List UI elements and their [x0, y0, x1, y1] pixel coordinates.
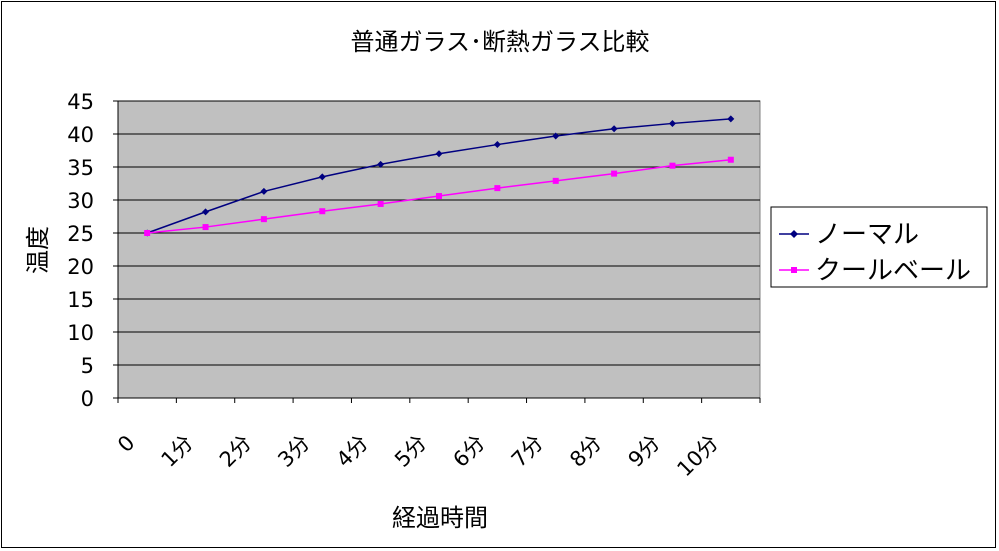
x-tick-label: 2分: [215, 431, 256, 472]
y-tick-label: 15: [67, 288, 94, 312]
y-tick-label: 0: [81, 387, 94, 411]
data-point: [668, 119, 676, 127]
data-point: [727, 156, 734, 163]
legend-marker-coolveil: [791, 267, 797, 273]
x-tick-label: 8分: [565, 431, 606, 472]
data-point: [260, 187, 268, 195]
legend: ノーマル クールベール: [770, 206, 988, 288]
legend-box: [770, 206, 988, 288]
data-point: [377, 200, 384, 207]
y-tick-label: 35: [67, 156, 94, 180]
y-axis-label: 温度: [24, 226, 52, 274]
y-tick-label: 5: [81, 354, 94, 378]
plot-background: [117, 100, 761, 399]
data-point: [610, 125, 618, 133]
data-point: [552, 132, 560, 140]
y-tick-label: 40: [67, 123, 94, 147]
y-tick-label: 45: [67, 90, 94, 114]
x-axis-label: 経過時間: [392, 504, 488, 532]
y-tick-label: 10: [67, 321, 94, 345]
legend-marker-normal: [790, 230, 798, 238]
x-tick-label: 1分: [157, 431, 198, 472]
y-tick-label: 20: [67, 255, 94, 279]
data-point: [202, 208, 210, 216]
x-tick-label: 10分: [672, 431, 723, 482]
data-point: [435, 150, 443, 158]
data-point: [669, 162, 676, 169]
data-point: [493, 141, 501, 149]
legend-label-coolveil: クールベール: [815, 256, 971, 286]
data-point: [144, 230, 151, 236]
gridlines: [118, 100, 760, 366]
x-tick-label: 4分: [332, 431, 373, 472]
data-point: [318, 173, 326, 181]
legend-label-normal: ノーマル: [815, 220, 919, 250]
y-tick-label: 30: [67, 189, 94, 213]
x-tick-label: 0: [113, 431, 139, 457]
data-point: [727, 115, 735, 123]
data-point: [202, 224, 209, 231]
series-layer: [143, 115, 735, 237]
data-point: [611, 170, 618, 177]
x-tick-label: 3分: [273, 431, 314, 472]
y-axis-ticks: 0 5 10 15 20 25 30 35 40 45: [67, 90, 119, 411]
x-tick-label: 7分: [507, 431, 548, 472]
data-point: [319, 208, 326, 215]
x-axis-ticks: 0 1分 2分 3分 4分 5分 6分 7分 8分 9分 10分: [113, 397, 761, 482]
x-tick-label: 9分: [624, 431, 665, 472]
x-tick-label: 5分: [390, 431, 431, 472]
data-point: [436, 193, 442, 200]
chart-title: 普通ガラス･断熱ガラス比較: [350, 28, 649, 56]
y-tick-label: 25: [67, 222, 94, 246]
data-point: [260, 216, 267, 223]
data-point: [494, 185, 501, 192]
plot-area: [117, 100, 761, 399]
data-point: [552, 177, 559, 184]
x-tick-label: 6分: [448, 431, 489, 472]
data-point: [377, 160, 385, 168]
